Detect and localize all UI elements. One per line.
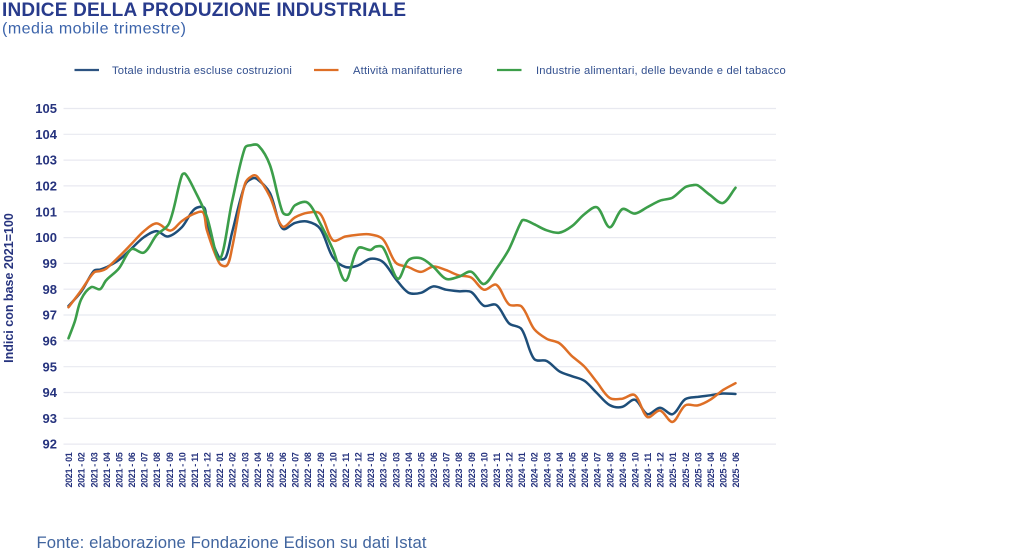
svg-text:2025 - 03: 2025 - 03 [693, 452, 703, 487]
svg-text:99: 99 [43, 256, 57, 271]
svg-text:2023 - 03: 2023 - 03 [391, 452, 401, 487]
svg-text:Indici con base 2021=100: Indici con base 2021=100 [2, 213, 16, 363]
svg-text:2024 - 05: 2024 - 05 [568, 452, 578, 487]
svg-text:Industrie alimentari, delle be: Industrie alimentari, delle bevande e de… [536, 65, 786, 77]
svg-text:94: 94 [43, 385, 58, 400]
svg-text:Totale industria escluse costr: Totale industria escluse costruzioni [112, 65, 292, 77]
svg-text:2021 - 02: 2021 - 02 [77, 452, 87, 487]
svg-text:103: 103 [35, 153, 57, 168]
svg-text:2022 - 01: 2022 - 01 [215, 452, 225, 487]
svg-text:2022 - 11: 2022 - 11 [341, 453, 351, 488]
svg-text:98: 98 [43, 282, 57, 297]
svg-text:2022 - 07: 2022 - 07 [291, 452, 301, 487]
svg-text:92: 92 [43, 437, 57, 452]
svg-text:2023 - 02: 2023 - 02 [379, 452, 389, 487]
svg-text:2024 - 09: 2024 - 09 [618, 452, 628, 487]
svg-text:2024 - 12: 2024 - 12 [656, 452, 666, 487]
svg-text:95: 95 [43, 359, 57, 374]
svg-text:2021 - 09: 2021 - 09 [165, 452, 175, 487]
svg-text:104: 104 [35, 127, 57, 142]
svg-text:2021 - 08: 2021 - 08 [152, 452, 162, 487]
svg-text:2025 - 04: 2025 - 04 [706, 452, 716, 487]
svg-text:2024 - 06: 2024 - 06 [580, 452, 590, 487]
svg-text:2022 - 06: 2022 - 06 [278, 452, 288, 487]
svg-text:INDICE DELLA PRODUZIONE INDUST: INDICE DELLA PRODUZIONE INDUSTRIALE [2, 0, 406, 21]
svg-text:2025 - 06: 2025 - 06 [731, 452, 741, 487]
svg-text:2021 - 07: 2021 - 07 [140, 452, 150, 487]
svg-text:2023 - 10: 2023 - 10 [479, 452, 489, 487]
svg-text:2023 - 09: 2023 - 09 [467, 452, 477, 487]
svg-text:2023 - 08: 2023 - 08 [454, 452, 464, 487]
svg-text:2023 - 07: 2023 - 07 [442, 452, 452, 487]
svg-text:(media mobile trimestre): (media mobile trimestre) [2, 21, 186, 38]
svg-text:2021 - 06: 2021 - 06 [127, 452, 137, 487]
svg-text:2022 - 04: 2022 - 04 [253, 452, 263, 487]
svg-text:2021 - 03: 2021 - 03 [89, 452, 99, 487]
svg-text:2021 - 11: 2021 - 11 [190, 453, 200, 488]
svg-text:105: 105 [35, 101, 57, 116]
svg-text:2025 - 05: 2025 - 05 [719, 452, 729, 487]
svg-text:2022 - 09: 2022 - 09 [316, 452, 326, 487]
svg-text:2024 - 10: 2024 - 10 [630, 452, 640, 487]
svg-text:2021 - 05: 2021 - 05 [114, 452, 124, 487]
svg-text:2021 - 04: 2021 - 04 [102, 452, 112, 487]
svg-text:2025 - 02: 2025 - 02 [681, 452, 691, 487]
svg-text:102: 102 [35, 179, 57, 194]
svg-text:2023 - 01: 2023 - 01 [366, 452, 376, 487]
svg-text:2024 - 01: 2024 - 01 [517, 452, 527, 487]
svg-text:2023 - 05: 2023 - 05 [417, 452, 427, 487]
svg-text:Attività manifatturiere: Attività manifatturiere [353, 65, 463, 77]
svg-text:2021 - 10: 2021 - 10 [177, 452, 187, 487]
svg-text:2021 - 12: 2021 - 12 [203, 452, 213, 487]
svg-text:Fonte: elaborazione Fondazione: Fonte: elaborazione Fondazione Edison su… [37, 533, 427, 552]
svg-text:93: 93 [43, 411, 57, 426]
svg-text:97: 97 [43, 308, 57, 323]
svg-text:2022 - 10: 2022 - 10 [328, 452, 338, 487]
svg-text:2024 - 08: 2024 - 08 [605, 452, 615, 487]
svg-text:2021 - 01: 2021 - 01 [64, 452, 74, 487]
svg-text:2025 - 01: 2025 - 01 [668, 452, 678, 487]
svg-text:101: 101 [35, 204, 57, 219]
svg-text:2023 - 06: 2023 - 06 [429, 452, 439, 487]
svg-text:2022 - 08: 2022 - 08 [303, 452, 313, 487]
svg-text:2024 - 04: 2024 - 04 [555, 452, 565, 487]
svg-text:2022 - 03: 2022 - 03 [240, 452, 250, 487]
svg-text:2023 - 11: 2023 - 11 [492, 453, 502, 488]
svg-text:100: 100 [35, 230, 57, 245]
svg-text:2024 - 03: 2024 - 03 [542, 452, 552, 487]
svg-text:2024 - 07: 2024 - 07 [593, 452, 603, 487]
svg-text:2022 - 02: 2022 - 02 [228, 452, 238, 487]
svg-text:2024 - 11: 2024 - 11 [643, 453, 653, 488]
svg-text:2023 - 12: 2023 - 12 [505, 452, 515, 487]
svg-text:2022 - 05: 2022 - 05 [266, 452, 276, 487]
svg-text:2023 - 04: 2023 - 04 [404, 452, 414, 487]
svg-text:2022 - 12: 2022 - 12 [354, 452, 364, 487]
svg-text:2024 - 02: 2024 - 02 [530, 452, 540, 487]
svg-text:96: 96 [43, 333, 57, 348]
